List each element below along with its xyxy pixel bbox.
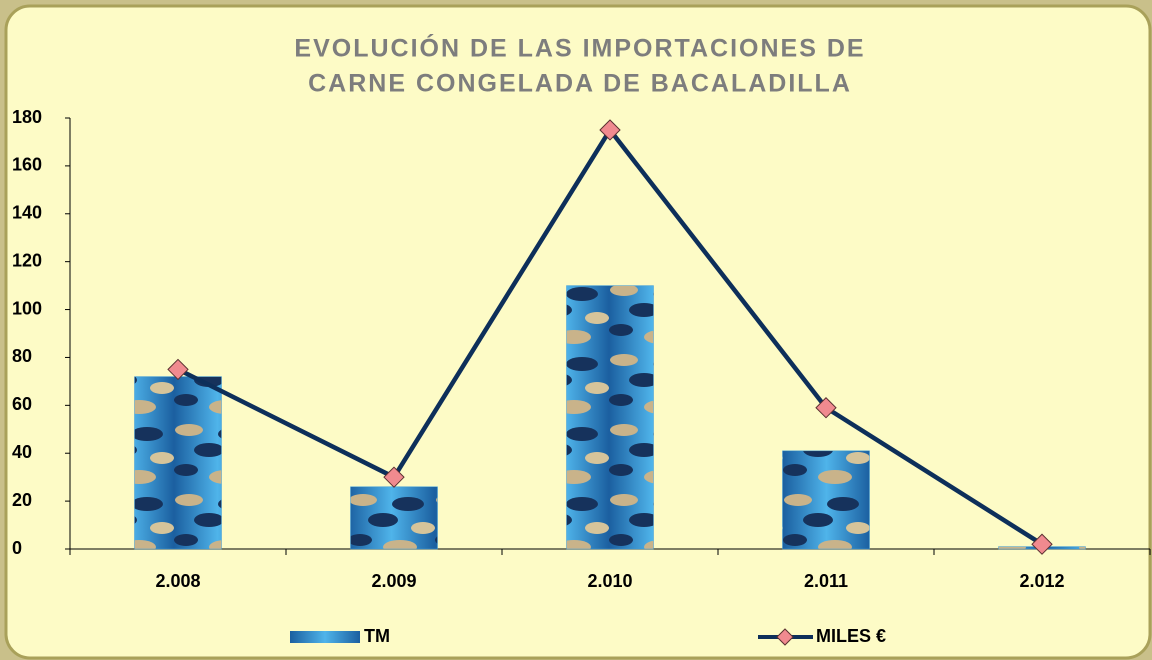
y-tick-label: 160 <box>12 155 42 175</box>
marker <box>599 119 621 141</box>
legend-marker <box>776 628 794 646</box>
bar <box>782 450 870 550</box>
marker <box>815 397 837 419</box>
y-tick-label: 40 <box>12 442 32 462</box>
marker <box>167 358 189 381</box>
marker <box>1031 533 1053 555</box>
legend-swatch <box>290 631 360 643</box>
y-tick-label: 180 <box>12 107 42 127</box>
y-tick-label: 60 <box>12 394 32 414</box>
marker <box>383 466 405 488</box>
chart-title: CARNE CONGELADA DE BACALADILLA <box>308 70 852 98</box>
x-tick-label: 2.012 <box>1019 571 1064 591</box>
y-tick-label: 120 <box>12 250 42 270</box>
legend-label: MILES € <box>816 626 886 646</box>
y-tick-label: 0 <box>12 538 22 558</box>
chart-title: EVOLUCIÓN DE LAS IMPORTACIONES DE <box>294 33 865 63</box>
x-tick-label: 2.010 <box>587 571 632 591</box>
x-tick-label: 2.011 <box>804 571 848 591</box>
y-tick-label: 140 <box>12 203 42 223</box>
y-tick-label: 20 <box>12 490 32 510</box>
bar <box>566 285 654 550</box>
x-tick-label: 2.009 <box>371 571 416 591</box>
legend-label: TM <box>364 626 390 646</box>
y-tick-label: 100 <box>12 298 42 318</box>
bar <box>134 376 222 550</box>
x-tick-label: 2.008 <box>155 571 200 591</box>
bar <box>350 486 438 550</box>
y-tick-label: 80 <box>12 346 32 366</box>
